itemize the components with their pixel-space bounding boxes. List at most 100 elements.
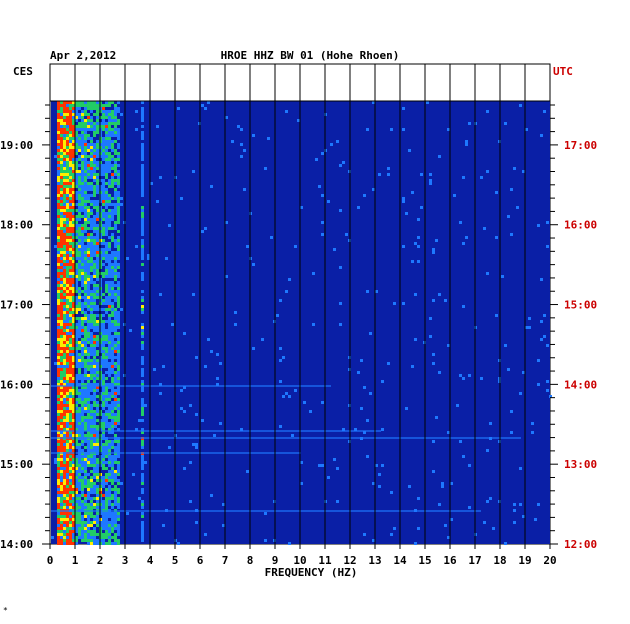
spectrogram-cell	[114, 398, 117, 401]
spectrogram-cell	[189, 404, 192, 407]
spectrogram-cell	[60, 500, 63, 503]
spectrogram-cell	[93, 248, 96, 251]
spectrogram-cell	[111, 272, 114, 275]
spectrogram-cell	[108, 146, 111, 149]
spectrogram-cell	[72, 497, 75, 500]
spectrogram-cell	[102, 329, 105, 332]
spectrogram-cell	[81, 503, 84, 506]
spectrogram-cell	[96, 362, 99, 365]
spectrogram-cell	[168, 224, 171, 227]
spectrogram-cell	[102, 533, 105, 536]
spectrogram-cell	[204, 227, 207, 230]
spectrogram-cell	[114, 446, 117, 449]
spectrogram-cell	[141, 116, 144, 119]
spectrogram-cell	[84, 125, 87, 128]
spectrogram-cell	[96, 488, 99, 491]
spectrogram-cell	[63, 341, 66, 344]
spectrogram-cell	[141, 290, 144, 293]
spectrogram-cell	[63, 119, 66, 122]
spectrogram-cell	[69, 344, 72, 347]
spectrogram-cell	[108, 275, 111, 278]
spectrogram-cell	[57, 314, 60, 317]
spectrogram-cell	[78, 365, 81, 368]
spectrogram-cell	[87, 149, 90, 152]
spectrogram-cell	[57, 170, 60, 173]
spectrogram-cell	[111, 416, 114, 419]
spectrogram-cell	[72, 344, 75, 347]
spectrogram-cell	[75, 173, 78, 176]
spectrogram-cell	[96, 464, 99, 467]
spectrogram-cell	[63, 278, 66, 281]
spectrogram-cell	[63, 443, 66, 446]
spectrogram-cell	[63, 209, 66, 212]
spectrogram-cell	[135, 128, 138, 131]
spectrogram-cell	[87, 401, 90, 404]
spectrogram-cell	[96, 260, 99, 263]
spectrogram-cell	[90, 101, 93, 104]
spectrogram-cell	[117, 323, 120, 326]
spectrogram-cell	[72, 314, 75, 317]
spectrogram-cell	[84, 287, 87, 290]
spectrogram-cell	[75, 167, 78, 170]
spectrogram-cell	[96, 503, 99, 506]
spectrogram-cell	[117, 263, 120, 266]
spectrogram-cell	[87, 530, 90, 533]
spectrogram-cell	[96, 359, 99, 362]
spectrogram-cell	[114, 413, 117, 416]
spectrogram-cell	[57, 257, 60, 260]
spectrogram-cell	[117, 518, 120, 521]
spectrogram-cell	[93, 383, 96, 386]
spectrogram-cell	[69, 350, 72, 353]
spectrogram-cell	[117, 230, 120, 233]
spectrogram-cell	[66, 491, 69, 494]
spectrogram-cell	[111, 515, 114, 518]
spectrogram-cell	[60, 446, 63, 449]
spectrogram-cell	[141, 446, 144, 449]
spectrogram-cell	[87, 272, 90, 275]
spectrogram-cell	[114, 158, 117, 161]
spectrogram-cell	[63, 254, 66, 257]
spectrogram-cell	[108, 524, 111, 527]
spectrogram-cell	[57, 518, 60, 521]
spectrogram-cell	[66, 233, 69, 236]
spectrogram-cell	[81, 311, 84, 314]
spectrogram-cell	[111, 341, 114, 344]
spectrogram-cell	[63, 374, 66, 377]
spectrogram-cell	[57, 521, 60, 524]
spectrogram-cell	[87, 347, 90, 350]
spectrogram-cell	[78, 212, 81, 215]
spectrogram-cell	[102, 521, 105, 524]
spectrogram-cell	[63, 296, 66, 299]
spectrogram-cell	[69, 194, 72, 197]
spectrogram-cell	[87, 536, 90, 539]
spectrogram-cell	[114, 284, 117, 287]
spectrogram-cell	[75, 263, 78, 266]
spectrogram-cell	[60, 308, 63, 311]
spectrogram-cell	[114, 533, 117, 536]
spectrogram-cell	[93, 104, 96, 107]
spectrogram-cell	[114, 392, 117, 395]
spectrogram-cell	[63, 293, 66, 296]
spectrogram-cell	[75, 374, 78, 377]
spectrogram-cell	[81, 434, 84, 437]
spectrogram-cell	[93, 410, 96, 413]
spectrogram-cell	[87, 104, 90, 107]
spectrogram-cell	[90, 200, 93, 203]
spectrogram-cell	[90, 530, 93, 533]
spectrogram-cell	[531, 431, 534, 434]
spectrogram-cell	[60, 467, 63, 470]
spectrogram-cell	[72, 512, 75, 515]
spectrogram-cell	[78, 257, 81, 260]
spectrogram-cell	[93, 179, 96, 182]
spectrogram-cell	[486, 449, 489, 452]
spectrogram-cell	[87, 128, 90, 131]
spectrogram-cell	[318, 185, 321, 188]
spectrogram-cell	[141, 173, 144, 176]
spectrogram-cell	[66, 488, 69, 491]
spectrogram-cell	[93, 287, 96, 290]
spectrogram-cell	[84, 341, 87, 344]
spectrogram-cell	[111, 101, 114, 104]
spectrogram-cell	[105, 134, 108, 137]
spectrogram-cell	[66, 527, 69, 530]
spectrogram-cell	[63, 395, 66, 398]
